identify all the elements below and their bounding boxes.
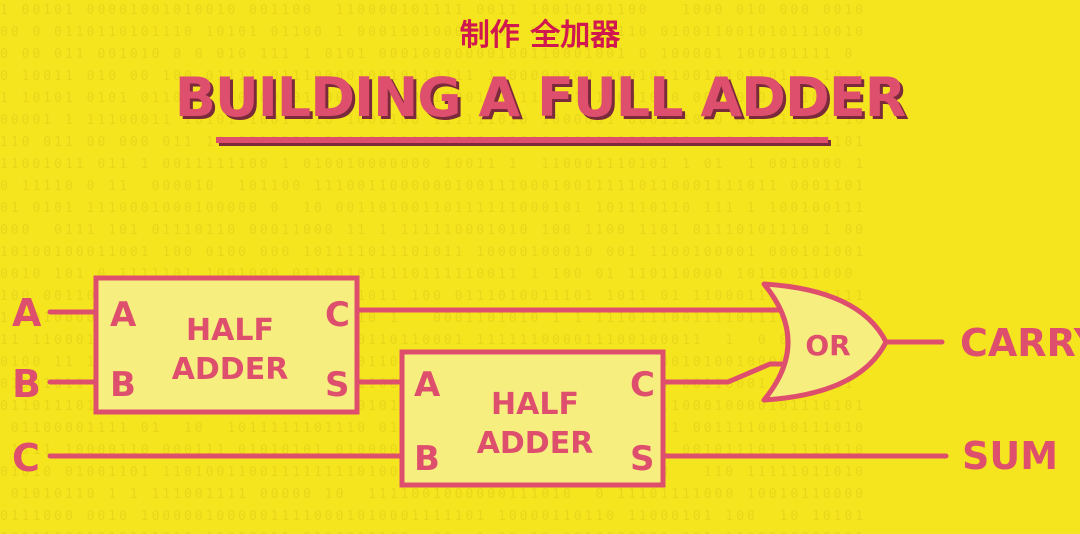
or-gate-label: OR: [805, 329, 850, 362]
output-carry-label: CARRY: [960, 321, 1080, 365]
half-adder-2-label-line1: HALF: [491, 387, 579, 422]
half-adder-1-port-s: S: [325, 365, 350, 405]
half-adder-1-label-line1: HALF: [186, 313, 274, 348]
or-gate: OR: [761, 281, 889, 403]
title-underline: [216, 137, 828, 143]
half-adder-1-port-a: A: [110, 295, 137, 335]
half-adder-2-port-s: S: [630, 439, 655, 479]
half-adder-1-box: [93, 275, 360, 415]
half-adder-2-port-a: A: [414, 365, 441, 405]
half-adder-2-box: [399, 349, 666, 488]
input-b-label: B: [12, 362, 41, 406]
input-c-label: C: [12, 436, 40, 480]
wires: [47, 307, 949, 459]
half-adder-2-label-line2: ADDER: [477, 426, 594, 461]
half-adder-1-port-c: C: [325, 295, 350, 335]
half-adder-1-label-line2: ADDER: [172, 352, 289, 387]
half-adder-2-port-c: C: [630, 365, 655, 405]
input-a-label: A: [12, 291, 42, 335]
half-adder-1-port-b: B: [110, 365, 136, 405]
wire-ha2-carry-to-or: [660, 361, 787, 385]
half-adder-2-port-b: B: [414, 439, 440, 479]
or-gate-shape: [761, 281, 889, 403]
half-adder-1: HALF ADDER A B C S: [93, 275, 360, 415]
half-adder-2: HALF ADDER A B C S: [399, 349, 666, 488]
subtitle: 制作 全加器: [459, 18, 621, 53]
page-title: BUILDING A FULL ADDER: [174, 66, 907, 129]
output-sum-label: SUM: [962, 434, 1058, 478]
